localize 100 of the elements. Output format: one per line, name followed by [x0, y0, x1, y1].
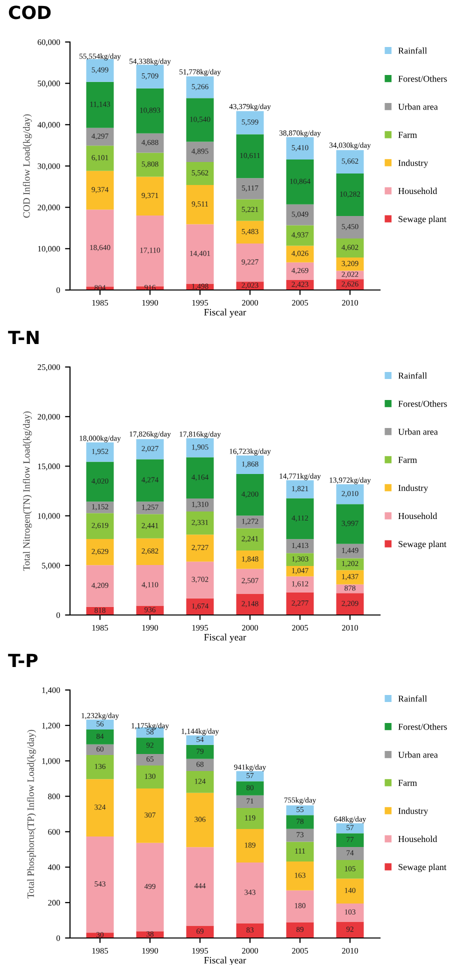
bar: [336, 922, 364, 938]
legend-label: Household: [398, 512, 438, 520]
bar: [136, 514, 164, 538]
bar: [136, 738, 164, 754]
bar: [336, 903, 364, 922]
bar: [336, 484, 364, 504]
legend-label: Industry: [398, 160, 428, 168]
y-axis-title: COD Inflow Load(kg/day): [22, 114, 32, 218]
bar: [336, 558, 364, 570]
bar: [336, 150, 364, 174]
x-tick-label: 2000: [242, 300, 258, 306]
legend-label: Urban area: [398, 104, 438, 110]
legend-label: Household: [398, 836, 438, 842]
bar: [336, 173, 364, 216]
y-tick-label: 1,000: [42, 758, 60, 766]
bar: [286, 842, 314, 862]
bar: [86, 462, 114, 502]
bar: [86, 730, 114, 744]
bar: [236, 111, 264, 134]
y-tick-label: 1,200: [42, 722, 60, 730]
bar: [336, 823, 364, 834]
bar: [186, 770, 214, 793]
bar: [236, 528, 264, 550]
chart-title: T-P: [8, 654, 38, 667]
x-tick-label: 1990: [142, 624, 158, 631]
y-tick-label: 0: [56, 935, 60, 941]
x-axis-title: Fiscal year: [204, 634, 246, 643]
bar: [86, 539, 114, 566]
bar: [186, 847, 214, 926]
bar: [286, 553, 314, 566]
bar: [136, 176, 164, 216]
bar: [286, 262, 314, 280]
bar: [86, 513, 114, 540]
y-tick-label: 50,000: [38, 80, 60, 88]
bar: [86, 755, 114, 780]
bar: [86, 82, 114, 128]
bar: [336, 846, 364, 860]
x-tick-label: 1990: [142, 948, 158, 954]
x-tick-label: 1990: [142, 300, 158, 306]
bar: [286, 498, 314, 540]
bar: [236, 474, 264, 516]
bar: [186, 98, 214, 142]
bar: [186, 598, 214, 615]
legend-label: Forest/Others: [398, 723, 447, 730]
y-tick-label: 25,000: [38, 364, 60, 372]
legend-label: Sewage plant: [398, 540, 446, 549]
x-tick-label: 1995: [192, 624, 208, 631]
bar: [186, 76, 214, 98]
y-tick-label: 10,000: [38, 246, 60, 253]
y-axis-title: Total Nitrogen(TN) Inflow Load(kg/day): [22, 411, 32, 571]
bar: [186, 926, 214, 938]
bar: [136, 502, 164, 514]
bar: [286, 576, 314, 592]
bar: [286, 160, 314, 204]
bar: [336, 544, 364, 558]
y-tick-label: 200: [48, 900, 60, 906]
bar: [186, 142, 214, 162]
bar: [136, 64, 164, 88]
bar: [186, 184, 214, 224]
bar: [286, 539, 314, 554]
bar: [236, 244, 264, 282]
bar: [336, 860, 364, 879]
bar: [236, 781, 264, 796]
bar: [286, 592, 314, 615]
bar: [286, 566, 314, 576]
bar: [236, 795, 264, 808]
y-tick-label: 0: [56, 612, 60, 618]
y-tick-label: 10,000: [38, 513, 60, 520]
bar: [336, 584, 364, 594]
bar: [286, 246, 314, 262]
bar: [136, 788, 164, 843]
bar: [236, 808, 264, 830]
legend-label: Rainfall: [398, 695, 427, 702]
y-axis-title: Total Phosphorus(TP) Inflow Load(kg/day): [27, 730, 36, 898]
bar: [236, 568, 264, 594]
legend-label: Farm: [398, 456, 417, 463]
legend-label: Industry: [398, 808, 428, 816]
x-tick-label: 1995: [192, 300, 208, 306]
bar: [86, 779, 114, 836]
bar: [286, 815, 314, 829]
bar: [286, 805, 314, 816]
bar: [136, 439, 164, 460]
y-tick-label: 60,000: [38, 39, 60, 46]
y-tick-label: 1,400: [42, 687, 60, 694]
x-tick-label: 2010: [342, 624, 358, 631]
bar: [236, 862, 264, 924]
bar: [236, 923, 264, 938]
chart-title: COD: [8, 6, 51, 20]
x-tick-label: 1995: [192, 948, 208, 954]
bar: [286, 922, 314, 938]
legend-label: Rainfall: [398, 47, 427, 54]
x-tick-label: 1985: [92, 624, 108, 631]
bar: [336, 258, 364, 271]
bar: [86, 442, 114, 462]
bar: [86, 146, 114, 171]
bar: [336, 570, 364, 584]
y-tick-label: 800: [48, 794, 60, 800]
bar: [186, 744, 214, 759]
bar: [336, 216, 364, 239]
x-axis-title: Fiscal year: [204, 308, 246, 318]
